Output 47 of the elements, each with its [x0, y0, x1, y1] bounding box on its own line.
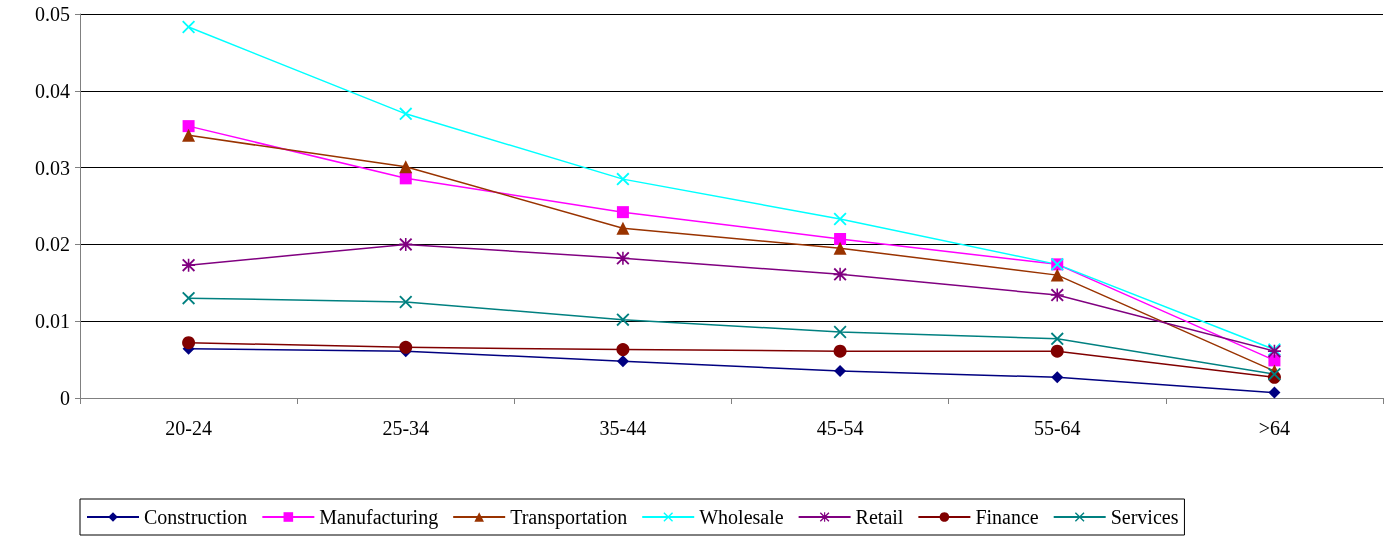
point — [834, 233, 847, 246]
point — [833, 241, 847, 255]
legend-label: Manufacturing — [319, 506, 439, 529]
point — [399, 107, 413, 121]
point — [833, 212, 847, 226]
x-tick-label: 45-54 — [816, 417, 864, 439]
point — [182, 128, 196, 142]
y-tick-label: 0.05 — [35, 3, 70, 25]
point — [1051, 371, 1064, 384]
point — [616, 251, 630, 265]
x-tick-label: 55-64 — [1033, 417, 1081, 439]
y-tick-label: 0 — [60, 387, 70, 409]
point — [182, 291, 196, 305]
point — [399, 160, 413, 174]
point — [399, 172, 412, 185]
point — [834, 365, 847, 378]
point — [833, 344, 847, 358]
legend-label: Retail — [855, 506, 904, 528]
point — [616, 172, 630, 186]
x-tick-label: 25-34 — [382, 417, 430, 439]
legend-label: Finance — [975, 506, 1039, 528]
legend-label: Construction — [144, 506, 248, 528]
point — [399, 340, 413, 354]
point — [182, 336, 196, 350]
x-tick-label: 35-44 — [599, 417, 647, 439]
point — [616, 206, 629, 219]
point — [1268, 386, 1281, 399]
x-tick-label: 20-24 — [165, 417, 212, 439]
point — [616, 343, 630, 357]
y-tick-label: 0.03 — [35, 156, 70, 179]
y-tick-label: 0.01 — [35, 310, 70, 333]
point — [616, 355, 629, 368]
legend-label: Wholesale — [699, 506, 784, 528]
point — [182, 120, 195, 133]
legend-label: Transportation — [510, 506, 628, 529]
x-tick-label: >64 — [1258, 417, 1291, 439]
point — [616, 313, 630, 327]
y-tick-label: 0.04 — [35, 79, 70, 102]
y-tick-label: 0.02 — [35, 233, 70, 256]
point — [1050, 344, 1064, 358]
point — [1050, 288, 1064, 302]
point — [1050, 332, 1064, 346]
point — [616, 221, 630, 235]
legend-label: Services — [1110, 506, 1179, 528]
point — [399, 295, 413, 309]
point — [1050, 268, 1064, 282]
point — [833, 325, 847, 339]
